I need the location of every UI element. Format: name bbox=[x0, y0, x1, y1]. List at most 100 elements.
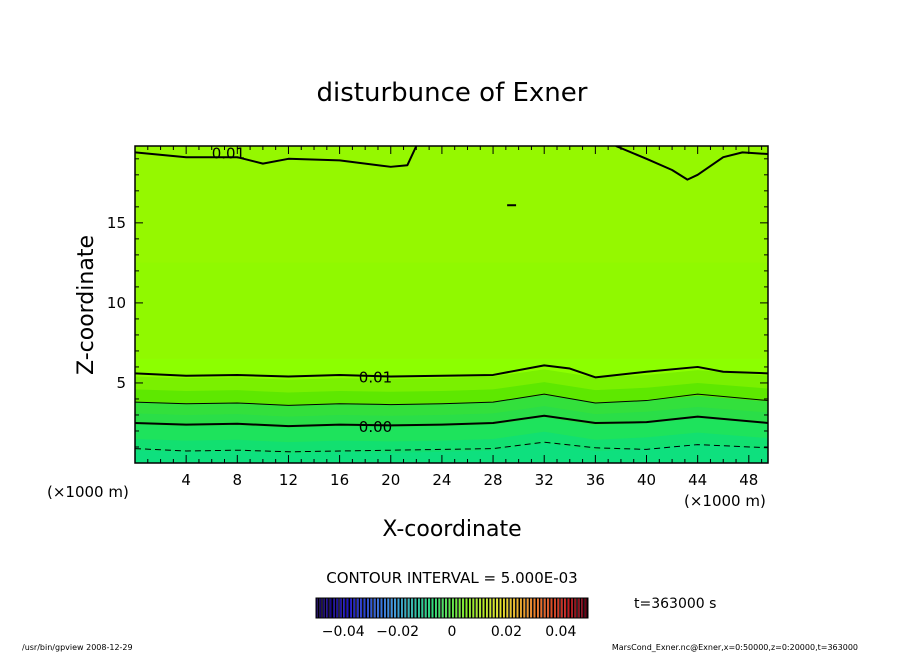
colorbar-gap bbox=[345, 598, 347, 618]
contour-lines bbox=[135, 146, 768, 453]
colorbar-swatch bbox=[509, 598, 512, 618]
colorbar-gap bbox=[542, 598, 544, 618]
colorbar-gap bbox=[372, 598, 374, 618]
x-axis-unit: (×1000 m) bbox=[684, 492, 766, 510]
colorbar-tick-label: −0.04 bbox=[322, 624, 365, 640]
colorbar-swatch bbox=[506, 598, 509, 618]
contour-line bbox=[135, 441, 768, 453]
colorbar-swatch bbox=[346, 598, 349, 618]
colorbar-swatch bbox=[516, 598, 519, 618]
colorbar-swatch bbox=[574, 598, 577, 618]
colorbar-gap bbox=[453, 598, 456, 618]
colorbar-swatch bbox=[530, 598, 533, 618]
contour-label: 0.01 bbox=[212, 144, 245, 162]
colorbar-gap bbox=[511, 598, 514, 618]
colorbar-gap bbox=[569, 598, 571, 618]
contour-line bbox=[615, 146, 768, 181]
colorbar-swatch bbox=[329, 598, 332, 618]
y-tick-label: 10 bbox=[107, 294, 126, 312]
colorbar-swatch bbox=[435, 598, 437, 618]
colorbar-gap bbox=[334, 598, 337, 618]
contour-line bbox=[135, 364, 768, 379]
x-tick-label: 20 bbox=[381, 471, 400, 489]
colorbar-gap bbox=[498, 598, 500, 618]
colorbar-gap bbox=[481, 598, 483, 618]
colorbar-gap bbox=[579, 598, 582, 618]
colorbar-swatch bbox=[322, 598, 325, 618]
colorbar-gap bbox=[348, 598, 350, 618]
colorbar-swatch bbox=[356, 598, 359, 618]
colorbar-gap bbox=[566, 598, 568, 618]
colorbar-swatch bbox=[503, 598, 505, 618]
colorbar-swatch bbox=[367, 598, 369, 618]
colorbar-gap bbox=[382, 598, 384, 618]
colorbar-gap bbox=[406, 598, 408, 618]
colorbar-swatch bbox=[543, 598, 546, 618]
colorbar-swatch bbox=[445, 598, 448, 618]
colorbar-swatch bbox=[462, 598, 465, 618]
colorbar-swatch bbox=[557, 598, 560, 618]
colorbar-gap bbox=[433, 598, 435, 618]
colorbar-gap bbox=[317, 598, 320, 618]
colorbar-gap bbox=[583, 598, 585, 618]
colorbar-gap bbox=[535, 598, 537, 618]
colorbar-gap bbox=[341, 598, 344, 618]
colorbar-swatch bbox=[499, 598, 502, 618]
colorbar-swatch bbox=[316, 598, 318, 618]
colorbar-gap bbox=[528, 598, 531, 618]
colorbar-gap bbox=[324, 598, 327, 618]
colorbar-gap bbox=[532, 598, 534, 618]
colorbar-swatch bbox=[472, 598, 475, 618]
colorbar-swatch bbox=[336, 598, 339, 618]
colorbar-gap bbox=[525, 598, 527, 618]
colorbar-gap bbox=[430, 598, 432, 618]
colorbar-gap bbox=[413, 598, 415, 618]
colorbar-swatch bbox=[560, 598, 563, 618]
contour-line bbox=[135, 414, 768, 428]
colorbar-gap bbox=[549, 598, 551, 618]
contour-line bbox=[135, 393, 768, 406]
colorbar-swatch bbox=[373, 598, 376, 618]
colorbar-swatch bbox=[458, 598, 461, 618]
colorbar-swatch bbox=[441, 598, 444, 618]
colorbar-swatch bbox=[520, 598, 522, 618]
colorbar-gap bbox=[440, 598, 442, 618]
colorbar-swatch bbox=[486, 598, 488, 618]
colorbar-swatch bbox=[333, 598, 335, 618]
colorbar-gap bbox=[358, 598, 361, 618]
fill-band-upper bbox=[135, 146, 768, 263]
colorbar-gap bbox=[409, 598, 412, 618]
colorbar-swatch bbox=[418, 598, 420, 618]
colorbar-swatch bbox=[407, 598, 410, 618]
colorbar-swatch bbox=[326, 598, 329, 618]
colorbar-tick-label: −0.02 bbox=[376, 624, 419, 640]
colorbar-swatch bbox=[411, 598, 414, 618]
colorbar-swatch bbox=[469, 598, 471, 618]
fill-band-mid bbox=[135, 262, 768, 359]
colorbar-swatch bbox=[584, 598, 587, 618]
colorbar-gap bbox=[416, 598, 418, 618]
colorbar-gap bbox=[501, 598, 503, 618]
colorbar-swatch bbox=[489, 598, 492, 618]
colorbar-gap bbox=[396, 598, 398, 618]
colorbar-gap bbox=[487, 598, 490, 618]
colorbar-gap bbox=[331, 598, 333, 618]
x-tick-label: 16 bbox=[330, 471, 349, 489]
colorbar-gap bbox=[572, 598, 575, 618]
colorbar-gap bbox=[508, 598, 510, 618]
x-axis-label: X-coordinate bbox=[382, 517, 521, 542]
colorbar-gap bbox=[423, 598, 425, 618]
colorbar-gap bbox=[368, 598, 371, 618]
colorbar-swatch bbox=[343, 598, 346, 618]
x-tick-label: 36 bbox=[586, 471, 605, 489]
colorbar-gap bbox=[419, 598, 422, 618]
x-tick-label: 8 bbox=[233, 471, 243, 489]
colorbar-gap bbox=[447, 598, 449, 618]
chart-title: disturbunce of Exner bbox=[317, 78, 588, 108]
x-tick-label: 32 bbox=[535, 471, 554, 489]
colorbar-swatch bbox=[397, 598, 400, 618]
colorbar-gap bbox=[576, 598, 578, 618]
colorbar-swatch bbox=[404, 598, 407, 618]
x-tick-label: 12 bbox=[279, 471, 298, 489]
